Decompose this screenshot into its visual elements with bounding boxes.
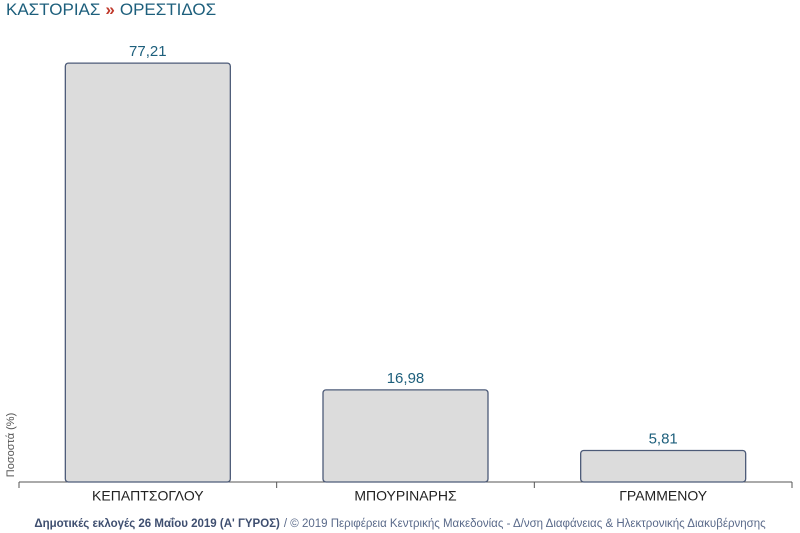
footer-text: / © 2019 Περιφέρεια Κεντρικής Μακεδονίας…: [284, 518, 766, 530]
title-part: ΚΑΣΤΟΡΙΑΣ: [6, 0, 100, 19]
footer-bold: Δημοτικές εκλογές 26 Μαΐου 2019 (Α' ΓΥΡΟ…: [34, 518, 280, 530]
x-tick-label: ΚΕΠΑΠΤΣΟΓΛΟΥ: [92, 488, 204, 504]
title-part: »: [105, 0, 114, 19]
x-tick-label: ΜΠΟΥΡΙΝΑΡΗΣ: [354, 488, 457, 504]
title-part: ΟΡΕΣΤΙΔΟΣ: [120, 0, 216, 19]
chart-title: ΚΑΣΤΟΡΙΑΣ » ΟΡΕΣΤΙΔΟΣ: [6, 0, 216, 19]
x-tick-label: ΓΡΑΜΜΕΝΟΥ: [619, 488, 708, 504]
y-axis-label: Ποσοστά (%): [5, 413, 17, 477]
value-label: 5,81: [649, 430, 678, 447]
bar: [64, 62, 231, 483]
bar: [322, 389, 489, 483]
footer: Δημοτικές εκλογές 26 Μαΐου 2019 (Α' ΓΥΡΟ…: [34, 518, 766, 530]
bar: [580, 449, 747, 483]
value-label: 16,98: [387, 370, 425, 387]
value-label: 77,21: [129, 43, 167, 60]
